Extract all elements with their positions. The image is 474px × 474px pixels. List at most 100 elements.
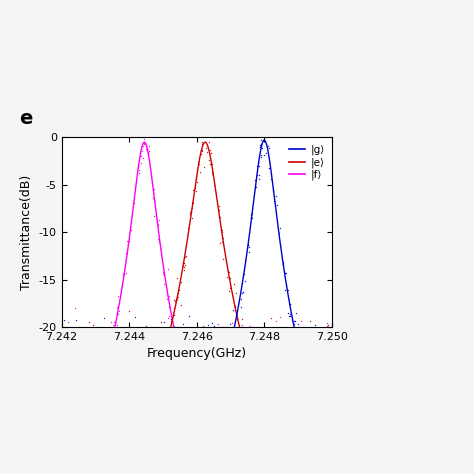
- Point: [209, 168, 216, 175]
- Point: [156, 244, 164, 251]
- Point: [227, 284, 234, 292]
- Point: [254, 171, 261, 179]
- Point: [294, 320, 301, 328]
- Point: [208, 160, 216, 168]
- Point: [169, 309, 176, 316]
- Point: [85, 319, 93, 326]
- Point: [292, 310, 300, 317]
- Point: [242, 256, 249, 264]
- Point: [256, 144, 264, 151]
- Point: [272, 317, 280, 324]
- Point: [226, 287, 233, 295]
- Point: [227, 274, 234, 282]
- Point: [164, 315, 172, 322]
- Point: [163, 295, 171, 302]
- Point: [165, 292, 173, 300]
- Point: [305, 326, 312, 334]
- Point: [187, 209, 195, 216]
- Point: [123, 246, 130, 254]
- Point: [324, 322, 332, 329]
- Point: [272, 192, 279, 200]
- Point: [249, 324, 257, 331]
- Point: [130, 200, 137, 207]
- Point: [203, 148, 210, 156]
- Point: [181, 261, 189, 269]
- Point: [257, 152, 265, 159]
- Point: [184, 224, 191, 232]
- Point: [326, 324, 334, 331]
- Point: [327, 326, 334, 333]
- Point: [227, 327, 235, 335]
- Point: [171, 304, 178, 312]
- Point: [168, 316, 175, 323]
- Point: [233, 316, 241, 323]
- Point: [231, 304, 238, 311]
- Point: [180, 266, 188, 273]
- Point: [238, 279, 246, 286]
- Point: [159, 270, 167, 278]
- Point: [194, 158, 201, 166]
- Point: [239, 288, 247, 295]
- Point: [113, 321, 121, 329]
- Point: [289, 326, 296, 334]
- Point: [305, 328, 313, 336]
- Point: [175, 286, 183, 293]
- Point: [282, 287, 289, 294]
- Point: [223, 273, 231, 281]
- Point: [178, 278, 185, 286]
- Point: [142, 322, 149, 329]
- Point: [276, 313, 283, 321]
- Point: [143, 146, 150, 153]
- Point: [236, 323, 243, 331]
- Point: [282, 269, 290, 276]
- Point: [282, 327, 289, 335]
- Point: [286, 300, 294, 308]
- Point: [141, 139, 148, 147]
- Point: [192, 187, 200, 194]
- Point: [181, 259, 188, 267]
- Point: [257, 141, 264, 149]
- Point: [171, 298, 179, 305]
- Point: [268, 170, 275, 177]
- Point: [198, 147, 205, 155]
- Point: [165, 303, 173, 311]
- Point: [164, 265, 172, 273]
- Point: [324, 322, 331, 329]
- Point: [199, 146, 206, 154]
- Point: [205, 156, 213, 164]
- Point: [177, 301, 184, 309]
- Point: [324, 319, 331, 327]
- Point: [137, 143, 145, 151]
- Point: [160, 280, 168, 288]
- Point: [67, 327, 74, 335]
- Point: [197, 151, 205, 158]
- Point: [166, 305, 173, 313]
- Point: [210, 322, 218, 330]
- Point: [123, 237, 131, 245]
- Point: [122, 269, 130, 277]
- Point: [135, 170, 143, 177]
- Point: [247, 210, 255, 218]
- Point: [245, 248, 253, 255]
- Point: [145, 147, 153, 155]
- Point: [193, 178, 201, 186]
- Point: [259, 136, 267, 144]
- Point: [154, 218, 161, 225]
- Point: [286, 310, 293, 318]
- Point: [257, 140, 265, 147]
- Point: [207, 160, 214, 167]
- Point: [72, 325, 80, 333]
- Point: [124, 249, 131, 257]
- Point: [320, 326, 328, 334]
- Point: [230, 281, 237, 288]
- Point: [197, 169, 204, 176]
- Point: [126, 237, 133, 245]
- Point: [110, 318, 118, 326]
- Point: [246, 322, 254, 329]
- Point: [280, 261, 287, 268]
- Point: [145, 143, 153, 150]
- Point: [155, 235, 162, 243]
- Point: [265, 145, 273, 152]
- Point: [219, 226, 226, 233]
- Point: [173, 295, 181, 303]
